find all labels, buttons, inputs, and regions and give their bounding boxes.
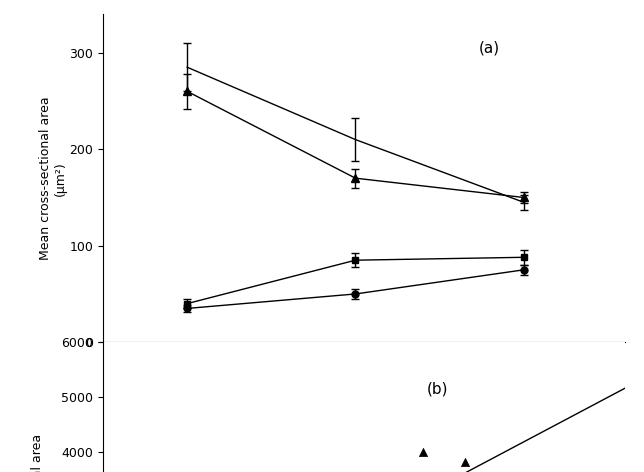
Y-axis label: Mean cross-sectional area
(μm²): Mean cross-sectional area (μm²): [39, 96, 67, 260]
Point: [417, 448, 428, 455]
Text: (a): (a): [478, 41, 500, 55]
X-axis label: Day of gestation: Day of gestation: [307, 371, 421, 385]
Y-axis label: an cross-sectional area
(μm²): an cross-sectional area (μm²): [30, 434, 59, 472]
Point: [460, 459, 470, 466]
Text: (b): (b): [426, 381, 448, 396]
